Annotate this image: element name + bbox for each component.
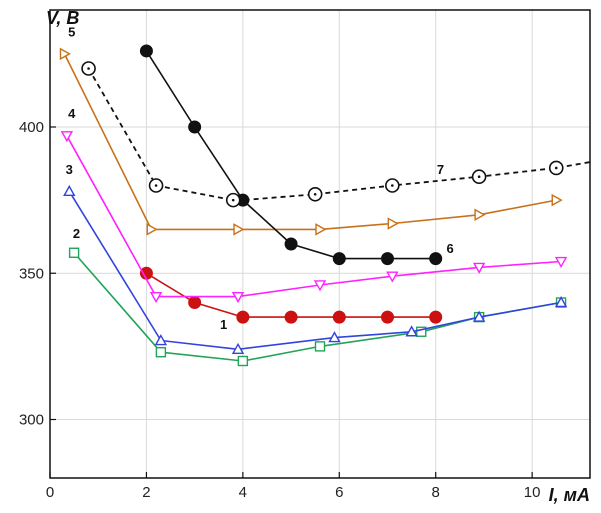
series-7: 7	[81, 61, 591, 208]
data-point	[554, 256, 568, 268]
data-point	[233, 223, 245, 236]
series-4: 4	[60, 106, 568, 304]
data-point	[385, 178, 400, 193]
marker-dot	[231, 198, 235, 202]
data-point	[154, 334, 168, 346]
data-point	[381, 252, 394, 266]
data-point	[548, 160, 564, 176]
data-point	[231, 291, 245, 304]
y-tick-label: 350	[19, 265, 44, 282]
data-point	[315, 223, 327, 236]
data-point	[313, 280, 327, 292]
plot-frame	[49, 9, 591, 479]
x-tick-label: 6	[335, 484, 343, 501]
data-point	[429, 252, 443, 266]
series-layer: 1 2 3 4 5 6 7	[59, 24, 591, 367]
marker-dot	[313, 192, 317, 196]
marker-dot	[391, 184, 394, 187]
data-point	[551, 193, 563, 207]
series-5: 5	[59, 24, 563, 236]
data-point	[237, 355, 249, 367]
series-6: 6	[139, 44, 454, 266]
data-point	[386, 271, 399, 283]
data-point	[59, 47, 71, 61]
y-tick-label: 300	[19, 412, 44, 429]
x-tick-label: 2	[142, 484, 150, 501]
data-point	[148, 178, 164, 193]
data-point	[472, 310, 486, 322]
data-point	[225, 192, 241, 208]
series-3-label: 3	[66, 162, 73, 177]
data-point	[387, 217, 399, 230]
series-1-label: 1	[220, 317, 227, 332]
data-point	[139, 266, 153, 280]
series-6-label: 6	[447, 241, 454, 256]
marker-dot	[87, 67, 90, 70]
x-tick-label: 8	[432, 484, 440, 501]
series-2-label: 2	[73, 226, 80, 241]
data-point	[332, 310, 346, 324]
data-point	[139, 44, 153, 58]
data-point	[284, 237, 298, 251]
data-point	[472, 262, 486, 274]
data-point	[231, 342, 245, 354]
data-point	[188, 296, 202, 309]
data-point	[155, 347, 167, 358]
data-point	[149, 291, 163, 304]
data-point	[146, 223, 158, 236]
data-point	[314, 341, 326, 352]
data-point	[332, 252, 346, 266]
data-point	[429, 310, 443, 324]
data-point	[236, 310, 250, 324]
series-4-label: 4	[68, 106, 76, 121]
marker-dot	[154, 184, 158, 187]
data-point	[416, 326, 427, 337]
x-tick-label: 0	[46, 484, 54, 501]
data-point	[328, 331, 341, 343]
x-tick-label: 4	[239, 484, 247, 501]
data-point	[68, 247, 80, 258]
data-point	[307, 186, 323, 202]
data-point	[63, 184, 76, 197]
y-tick-label: 400	[19, 119, 44, 136]
data-point	[381, 310, 394, 324]
series-3: 3	[63, 162, 568, 354]
x-axis-title: I, мА	[549, 485, 590, 505]
data-point	[474, 208, 486, 221]
series-7-label: 7	[437, 162, 444, 177]
series-5-label: 5	[68, 24, 75, 39]
data-point	[188, 120, 202, 134]
data-point	[471, 169, 487, 185]
data-point	[60, 131, 74, 143]
data-point	[81, 61, 96, 76]
series-1: 1	[139, 266, 443, 332]
marker-dot	[554, 166, 558, 170]
y-axis-title: V, В	[46, 8, 79, 28]
data-point	[284, 310, 298, 324]
ticks: 0 2 4 6 8 10 300 350 400	[19, 119, 541, 501]
x-tick-label: 10	[524, 484, 541, 501]
data-point	[554, 296, 568, 308]
data-point	[405, 325, 418, 337]
marker-dot	[477, 175, 481, 179]
